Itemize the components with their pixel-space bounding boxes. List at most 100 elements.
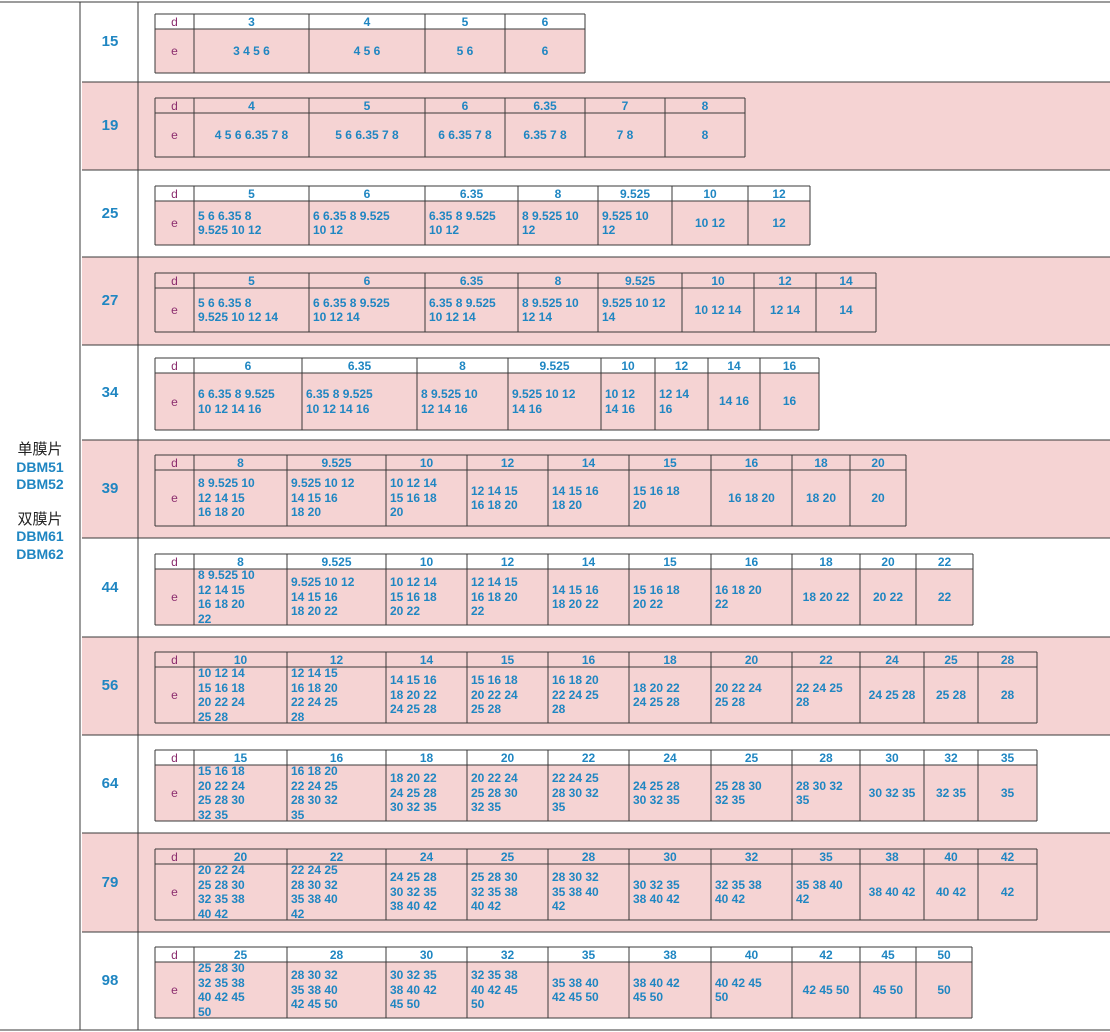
- bore-d-value: 28: [819, 750, 833, 765]
- bore-e-values: 9.525 10 12 14 16: [508, 373, 601, 430]
- bore-e-values: 35 38 40 42 45 50: [548, 962, 629, 1018]
- bore-d-value: 4: [363, 14, 371, 29]
- bore-d-value: 9.525: [619, 186, 651, 201]
- bore-e-values: 40 42: [924, 864, 978, 920]
- bore-d-value: 14: [581, 455, 596, 470]
- bore-e-values: 12 14: [754, 288, 816, 332]
- bore-d-value: 30: [419, 947, 434, 962]
- bore-e-values: 20: [850, 470, 906, 526]
- e-row-label: e: [155, 288, 194, 332]
- e-row-label: e: [155, 667, 194, 723]
- bore-e-values: 12 14 15 16 18 20 22 24 25 28: [287, 666, 386, 724]
- bore-d-value: 32: [500, 947, 515, 962]
- d-row-label: d: [171, 652, 178, 667]
- bore-e-values: 20 22 24 25 28: [711, 667, 792, 723]
- double-model-1: DBM61: [16, 528, 64, 544]
- bore-d-value: 8: [237, 554, 244, 569]
- bore-e-values: 8 9.525 10 12 14 16: [417, 373, 508, 430]
- bore-e-values: 22 24 25 28 30 32 35: [548, 765, 629, 821]
- bore-d-value: 16: [329, 750, 344, 765]
- single-diaphragm-title: 单膜片: [17, 441, 63, 458]
- e-row-label: e: [155, 569, 194, 625]
- bore-d-value: 16: [782, 358, 797, 373]
- bore-e-values: 10 12 14: [682, 288, 754, 332]
- bore-e-values: 50: [916, 962, 972, 1018]
- bore-d-value: 32: [944, 750, 958, 765]
- bore-e-values: 16: [760, 373, 819, 430]
- bore-e-values: 5 6 6.35 8 9.525 10 12: [194, 201, 309, 245]
- d-row-label: d: [171, 554, 178, 569]
- bore-e-values: 38 40 42 45 50: [629, 962, 711, 1018]
- bore-e-values: 16 18 20: [711, 470, 792, 526]
- bore-d-value: 24: [419, 849, 434, 864]
- bore-e-values: 6 6.35 8 9.525 10 12 14: [309, 288, 425, 332]
- bore-d-value: 8: [459, 358, 466, 373]
- d-row-label: d: [171, 849, 178, 864]
- bore-d-value: 15: [663, 554, 677, 569]
- bore-e-values: 14 15 16 18 20 22: [548, 569, 629, 625]
- e-row-label: e: [155, 470, 194, 526]
- bore-d-value: 22: [329, 849, 344, 864]
- size-label: 79: [101, 873, 119, 891]
- bore-d-value: 42: [1000, 849, 1015, 864]
- bore-d-value: 40: [744, 947, 759, 962]
- bore-e-values: 4 5 6 6.35 7 8: [194, 113, 309, 157]
- bore-d-value: 6.35: [533, 98, 557, 113]
- bore-e-values: 10 12: [672, 201, 748, 245]
- bore-e-values: 18 20 22 24 25 28: [629, 667, 711, 723]
- bore-d-value: 10: [711, 273, 725, 288]
- single-model-1: DBM51: [16, 458, 64, 475]
- d-row-label: d: [171, 98, 178, 113]
- size-label: 15: [101, 33, 119, 50]
- bore-e-values: 32 35 38 40 42: [711, 864, 792, 920]
- e-row-label: e: [155, 113, 194, 157]
- bore-e-values: 30 32 35 38 40 42 45 50: [386, 962, 467, 1018]
- bore-e-values: 25 28: [924, 667, 978, 723]
- bore-d-value: 14: [839, 273, 853, 288]
- bore-e-values: 30 32 35 38 40 42: [629, 864, 711, 920]
- bore-d-value: 8: [237, 455, 244, 470]
- bore-e-values: 32 35: [924, 765, 978, 821]
- bore-e-values: 8 9.525 10 12 14 15 16 18 20 22: [194, 568, 287, 626]
- bore-e-values: 38 40 42: [860, 864, 924, 920]
- size-label: 64: [101, 775, 119, 792]
- bore-d-value: 9.525: [321, 554, 352, 569]
- bore-d-value: 25: [233, 947, 248, 962]
- bore-d-value: 35: [819, 849, 833, 864]
- bore-d-value: 10: [419, 554, 434, 569]
- bore-d-value: 5: [248, 273, 255, 288]
- bore-d-value: 9.525: [624, 273, 656, 288]
- bore-e-values: 6.35 7 8: [505, 113, 585, 157]
- bore-e-values: 28 30 32 35: [792, 765, 860, 821]
- bore-d-value: 6: [461, 98, 469, 113]
- bore-d-value: 8: [554, 186, 562, 201]
- bore-e-values: 28 30 32 35 38 40 42: [548, 864, 629, 920]
- bore-d-value: 16: [581, 652, 596, 667]
- bore-d-value: 12: [778, 273, 792, 288]
- bore-d-value: 20: [233, 849, 248, 864]
- bore-e-values: 14 15 16 18 20 22 24 25 28: [386, 667, 467, 723]
- double-model-2: DBM62: [16, 545, 64, 562]
- bore-e-values: 8 9.525 10 12: [518, 201, 598, 245]
- bore-d-value: 15: [500, 652, 515, 667]
- bore-d-value: 5: [248, 186, 255, 201]
- bore-e-values: 20 22: [860, 569, 916, 625]
- bore-e-values: 25 28 30 32 35 38 40 42 45 50: [194, 961, 287, 1019]
- bore-d-value: 6.35: [347, 358, 372, 373]
- bore-d-value: 22: [937, 554, 952, 569]
- bore-e-values: 35: [978, 765, 1037, 821]
- e-row-label: e: [155, 201, 194, 245]
- bore-d-value: 24: [663, 750, 677, 765]
- bore-d-value: 28: [329, 947, 344, 962]
- bore-d-value: 50: [937, 947, 951, 962]
- bore-d-value: 45: [881, 947, 895, 962]
- bore-e-values: 24 25 28 30 32 35: [629, 765, 711, 821]
- bore-e-values: 28: [978, 667, 1037, 723]
- bore-d-value: 4: [248, 98, 255, 113]
- bore-e-values: 15 16 18 20: [629, 470, 711, 526]
- bore-e-values: 40 42 45 50: [711, 962, 792, 1018]
- bore-d-value: 18: [419, 750, 434, 765]
- bore-d-value: 6: [363, 273, 371, 288]
- bore-e-values: 22 24 25 28 30 32 35 38 40 42: [287, 863, 386, 921]
- bore-d-value: 22: [819, 652, 833, 667]
